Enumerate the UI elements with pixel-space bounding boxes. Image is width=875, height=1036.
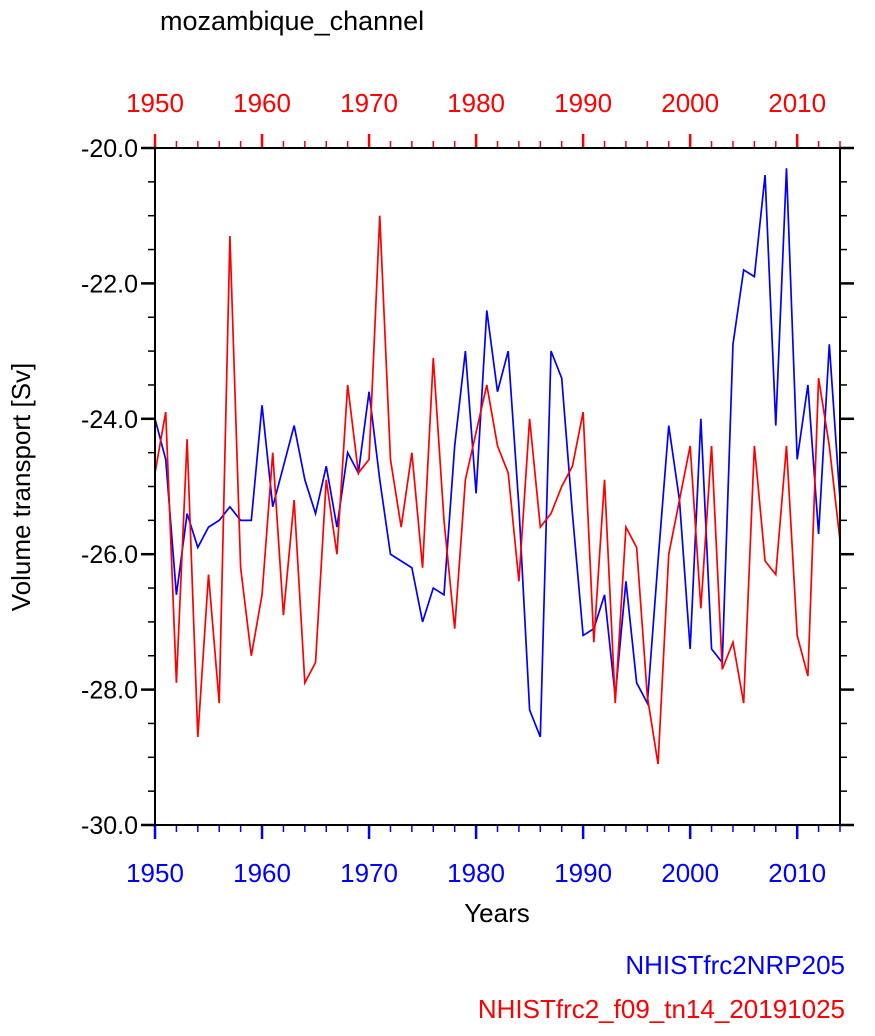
top-tick-label: 1960 <box>233 88 291 118</box>
bottom-tick-label: 2000 <box>661 858 719 888</box>
left-axis-tick-labels: -30.0 -28.0 -26.0 -24.0 -22.0 -20.0 <box>81 135 138 840</box>
top-tick-label: 1950 <box>126 88 184 118</box>
bottom-tick-label: 1950 <box>126 858 184 888</box>
bottom-tick-label: 1980 <box>447 858 505 888</box>
left-tick-label: -20.0 <box>81 135 138 163</box>
left-tick-label: -22.0 <box>81 270 138 298</box>
x-axis-title: Years <box>464 898 530 928</box>
bottom-axis-tick-labels: 1950 1960 1970 1980 1990 2000 2010 <box>126 858 826 888</box>
top-tick-label: 2010 <box>768 88 826 118</box>
axis-ticks <box>141 134 854 839</box>
legend-entry-blue: NHISTfrc2NRP205 <box>625 950 845 980</box>
plot-frame <box>154 147 841 826</box>
data-series-lines <box>154 168 841 765</box>
legend-entry-red: NHISTfrc2_f09_tn14_20191025 <box>478 994 845 1024</box>
bottom-tick-label: 1960 <box>233 858 291 888</box>
left-tick-label: -30.0 <box>81 812 138 840</box>
top-tick-label: 1990 <box>554 88 612 118</box>
bottom-tick-label: 2010 <box>768 858 826 888</box>
top-tick-label: 1980 <box>447 88 505 118</box>
top-tick-label: 1970 <box>340 88 398 118</box>
left-tick-label: -28.0 <box>81 677 138 705</box>
chart-title: mozambique_channel <box>160 6 424 36</box>
bottom-tick-label: 1970 <box>340 858 398 888</box>
y-axis-title: Volume transport [Sv] <box>6 363 36 612</box>
bottom-tick-label: 1990 <box>554 858 612 888</box>
left-tick-label: -26.0 <box>81 541 138 569</box>
series-line-NHISTfrc2_f09_tn14_20191025 <box>154 215 841 765</box>
series-line-NHISTfrc2NRP205 <box>154 168 841 738</box>
top-tick-label: 2000 <box>661 88 719 118</box>
top-axis-tick-labels: 1950 1960 1970 1980 1990 2000 2010 <box>126 88 826 118</box>
left-tick-label: -24.0 <box>81 406 138 434</box>
